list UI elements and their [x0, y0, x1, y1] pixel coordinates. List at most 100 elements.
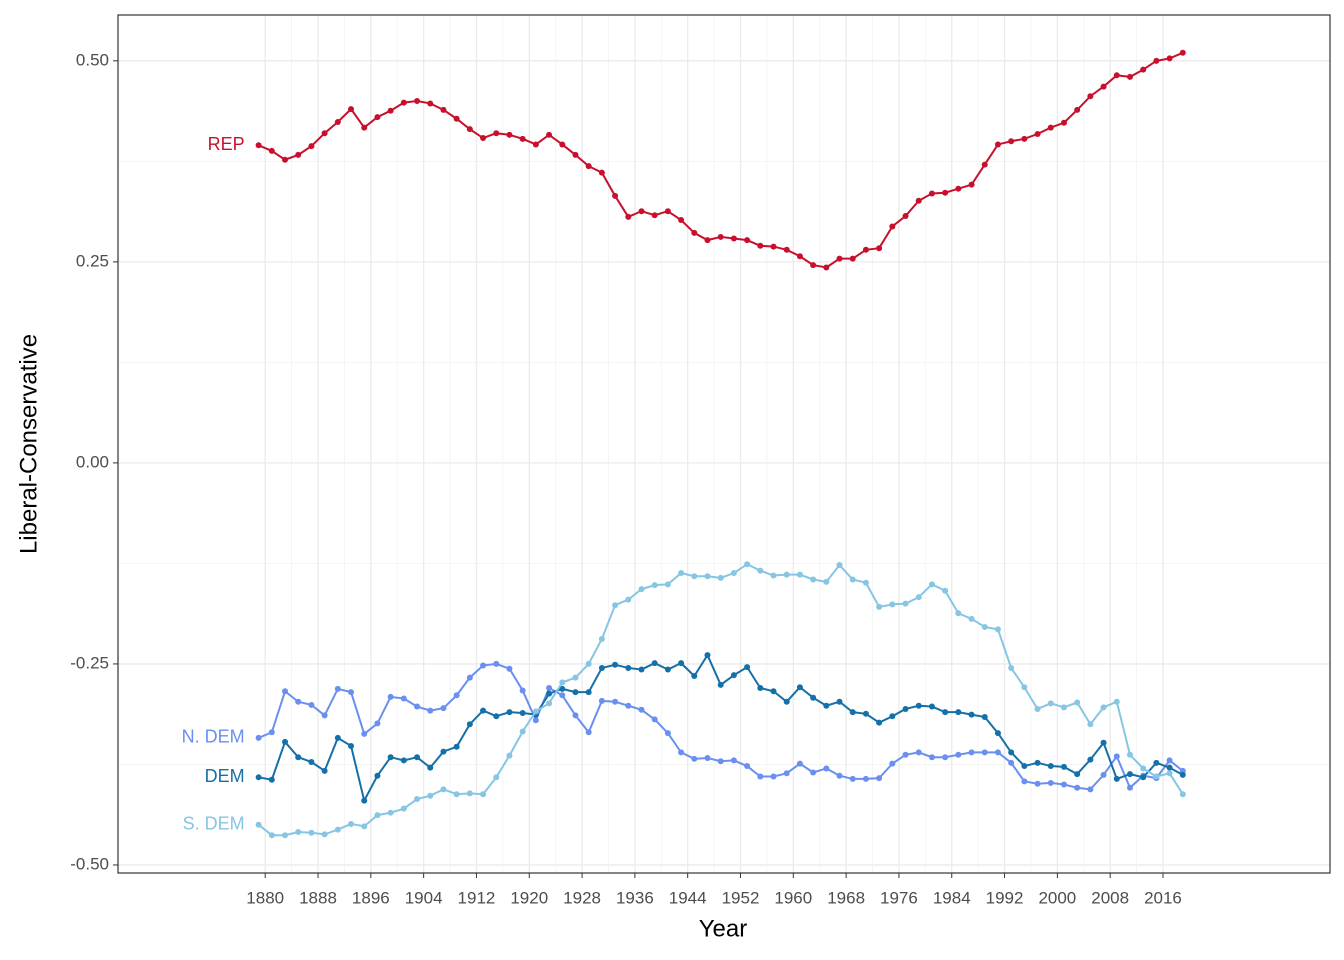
point	[876, 245, 883, 252]
point	[440, 786, 447, 793]
point	[1113, 72, 1120, 79]
point	[400, 99, 407, 106]
point	[572, 712, 579, 719]
point	[493, 130, 500, 137]
x-tick-label: 1968	[827, 888, 865, 907]
point	[532, 708, 539, 715]
point	[427, 707, 434, 714]
point	[836, 772, 843, 779]
point	[625, 664, 632, 671]
series-label: S. DEM	[183, 814, 245, 834]
x-tick-label: 1936	[616, 888, 654, 907]
point	[612, 661, 619, 668]
x-tick-label: 1944	[669, 888, 707, 907]
point	[994, 141, 1001, 148]
point	[1047, 763, 1054, 770]
point	[321, 767, 328, 774]
point	[968, 749, 975, 756]
point	[414, 754, 421, 761]
point	[783, 770, 790, 777]
point	[400, 757, 407, 764]
point	[361, 124, 368, 131]
point	[295, 698, 302, 705]
point	[1008, 759, 1015, 766]
point	[783, 698, 790, 705]
x-tick-label: 1888	[299, 888, 337, 907]
point	[664, 666, 671, 673]
point	[678, 570, 685, 577]
panel-border	[117, 14, 1331, 874]
point	[902, 213, 909, 220]
point	[1034, 780, 1041, 787]
point	[1113, 698, 1120, 705]
point	[268, 776, 275, 783]
point	[1047, 124, 1054, 131]
point	[427, 792, 434, 799]
point	[889, 601, 896, 608]
point	[1113, 753, 1120, 760]
point	[321, 130, 328, 137]
point	[255, 734, 262, 741]
point	[678, 217, 685, 224]
point	[1074, 106, 1081, 113]
point	[638, 208, 645, 215]
point	[414, 98, 421, 105]
point	[1166, 55, 1173, 62]
x-tick-label: 1952	[722, 888, 760, 907]
x-tick-label: 1896	[352, 888, 390, 907]
point	[862, 710, 869, 717]
point	[796, 253, 803, 260]
point	[770, 572, 777, 579]
point	[994, 730, 1001, 737]
y-tick-label: 0.25	[76, 251, 109, 270]
point	[506, 131, 513, 138]
point	[1087, 786, 1094, 793]
point	[651, 582, 658, 589]
point	[480, 135, 487, 142]
grid	[118, 15, 1330, 873]
point	[334, 118, 341, 125]
point	[625, 596, 632, 603]
point	[1126, 771, 1133, 778]
point	[849, 255, 856, 262]
point	[796, 760, 803, 767]
point	[717, 758, 724, 765]
point	[572, 689, 579, 696]
point	[546, 131, 553, 138]
point	[678, 660, 685, 667]
point	[466, 126, 473, 133]
point	[1074, 699, 1081, 706]
point	[810, 769, 817, 776]
point	[387, 809, 394, 816]
point	[836, 562, 843, 569]
point	[744, 561, 751, 568]
point	[638, 706, 645, 713]
point	[1153, 57, 1160, 64]
point	[414, 796, 421, 803]
point	[1087, 93, 1094, 100]
y-tick-label: -0.25	[70, 653, 109, 672]
point	[348, 742, 355, 749]
point	[823, 765, 830, 772]
x-tick-label: 1912	[458, 888, 496, 907]
point	[942, 189, 949, 196]
point	[466, 674, 473, 681]
point	[546, 690, 553, 697]
point	[334, 826, 341, 833]
point	[757, 567, 764, 574]
point	[295, 828, 302, 835]
point	[493, 660, 500, 667]
point	[638, 666, 645, 673]
point	[928, 754, 935, 761]
point	[902, 751, 909, 758]
point	[348, 689, 355, 696]
point	[1060, 763, 1067, 770]
point	[625, 213, 632, 220]
point	[730, 235, 737, 242]
point	[308, 143, 315, 150]
point	[1153, 773, 1160, 780]
point	[1021, 684, 1028, 691]
point	[783, 246, 790, 253]
